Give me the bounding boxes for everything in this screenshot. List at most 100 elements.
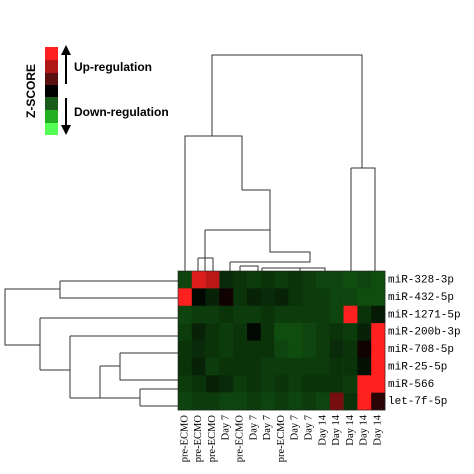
heatmap-cell (288, 375, 303, 393)
row-label: miR-25-5p (388, 361, 447, 373)
heatmap-cell (357, 271, 372, 289)
heatmap-cell (233, 305, 248, 324)
heatmap-cell (260, 375, 275, 393)
column-label: Day 14 (317, 414, 328, 445)
heatmap-cell (191, 305, 206, 324)
heatmap-cell (247, 357, 262, 376)
heatmap-cell (343, 357, 358, 376)
heatmap-cell (329, 271, 344, 289)
heatmap-cell (219, 357, 234, 376)
heatmap-cell (329, 323, 344, 341)
column-label: Day 7 (262, 415, 273, 440)
heatmap-cell (219, 375, 234, 393)
column-label: Day 7 (304, 415, 315, 440)
heatmap-cell (371, 323, 386, 341)
heatmap-cell (371, 288, 386, 307)
heatmap-cell (302, 323, 317, 341)
heatmap-cell (357, 357, 372, 376)
heatmap-cell (371, 357, 386, 376)
heatmap-cell (274, 392, 289, 411)
heatmap-cell (343, 305, 358, 324)
heatmap-cell (274, 340, 289, 359)
heatmap-cell (357, 305, 372, 324)
column-label: Day 7 (248, 415, 259, 440)
heatmap-cell (343, 271, 358, 289)
heatmap-cell (357, 323, 372, 341)
column-label: pre-ECMO (193, 415, 204, 463)
heatmap-cell (178, 305, 193, 324)
row-label: let-7f-5p (388, 396, 447, 408)
heatmap-border (177, 270, 386, 411)
heatmap-cell (329, 288, 344, 307)
heatmap-cell (178, 340, 193, 359)
heatmap-cell (288, 323, 303, 341)
heatmap-cell (178, 357, 193, 376)
heatmap-cell (343, 392, 358, 411)
heatmap-cell (288, 288, 303, 307)
heatmap-cell (191, 375, 206, 393)
heatmap-cell (302, 340, 317, 359)
heatmap-cell (233, 375, 248, 393)
heatmap-cell (247, 271, 262, 289)
heatmap-cell (233, 323, 248, 341)
heatmap-cell (316, 288, 331, 307)
heatmap-cell (316, 392, 331, 411)
heatmap-cell (371, 271, 386, 289)
heatmap-cell (233, 392, 248, 411)
heatmap-cell (247, 305, 262, 324)
column-label: pre-ECMO (207, 415, 218, 463)
heatmap-cell (205, 288, 220, 307)
legend-label: Up-regulation (74, 60, 152, 74)
heatmap-cell (329, 392, 344, 411)
heatmap-cell (357, 340, 372, 359)
heatmap-cell (329, 375, 344, 393)
heatmap-cell (274, 288, 289, 307)
heatmap-cell (191, 288, 206, 307)
heatmap-cell (260, 288, 275, 307)
heatmap-cell (316, 375, 331, 393)
heatmap-cell (316, 271, 331, 289)
heatmap-cell (260, 323, 275, 341)
heatmap-cell (316, 323, 331, 341)
arrows (61, 45, 71, 135)
heatmap-cell (316, 357, 331, 376)
column-label: Day 14 (345, 414, 356, 445)
legend-title: Z-SCORE (24, 64, 38, 118)
heatmap-cell (205, 271, 220, 289)
heatmap-cell (371, 392, 386, 411)
heatmap-cell (260, 305, 275, 324)
heatmap-cell (274, 305, 289, 324)
heatmap-cell (343, 323, 358, 341)
row-label: miR-566 (388, 379, 434, 391)
heatmap-cell (302, 392, 317, 411)
heatmap-cell (260, 271, 275, 289)
heatmap-cell (343, 288, 358, 307)
heatmap-cell (316, 305, 331, 324)
heatmap-cell (219, 323, 234, 341)
heatmap-cell (371, 340, 386, 359)
heatmap-cell (288, 305, 303, 324)
heatmap-cell (260, 340, 275, 359)
heatmap-cell (329, 305, 344, 324)
heatmap-cell (247, 392, 262, 411)
heatmap-cell (288, 340, 303, 359)
heatmap-cell (219, 392, 234, 411)
column-label: pre-ECMO (235, 415, 246, 463)
column-label: Day 14 (359, 414, 370, 445)
heatmap-cell (260, 392, 275, 411)
column-dendrogram (184, 54, 376, 271)
heatmap-cell (357, 288, 372, 307)
heatmap-cell (205, 305, 220, 324)
heatmap-cell (247, 323, 262, 341)
heatmap-cell (219, 340, 234, 359)
heatmap-cell (205, 357, 220, 376)
column-label: pre-ECMO (276, 415, 287, 463)
row-label: miR-328-3p (388, 275, 454, 287)
heatmap-cell (247, 288, 262, 307)
heatmap-cell (288, 357, 303, 376)
heatmap-cell (274, 323, 289, 341)
row-label: miR-1271-5p (388, 309, 461, 321)
heatmap-cell (178, 375, 193, 393)
heatmap-cell (178, 271, 193, 289)
